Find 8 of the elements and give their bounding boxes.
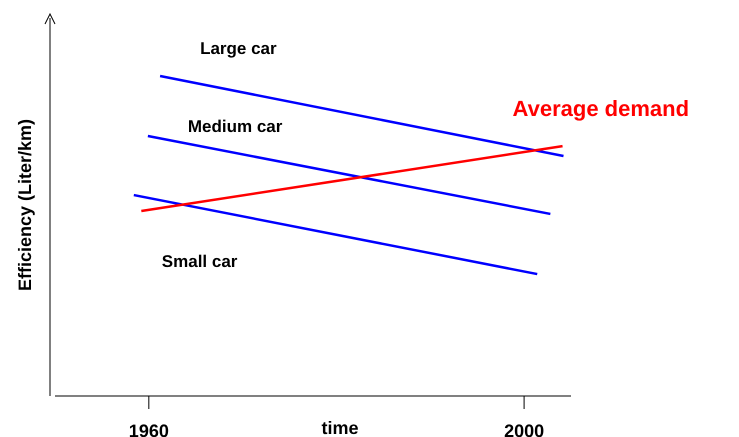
x-axis-title: time (321, 418, 359, 437)
x-tick-label: 1960 (128, 421, 169, 437)
series-label: Average demand (512, 96, 690, 122)
text: Small car (162, 252, 238, 272)
series-label: Medium car (188, 117, 283, 136)
x-tick-label: 2000 (504, 421, 544, 437)
y-axis-title: Efficiency (Liter/km) (15, 118, 35, 292)
series-label: Large car (200, 39, 277, 58)
